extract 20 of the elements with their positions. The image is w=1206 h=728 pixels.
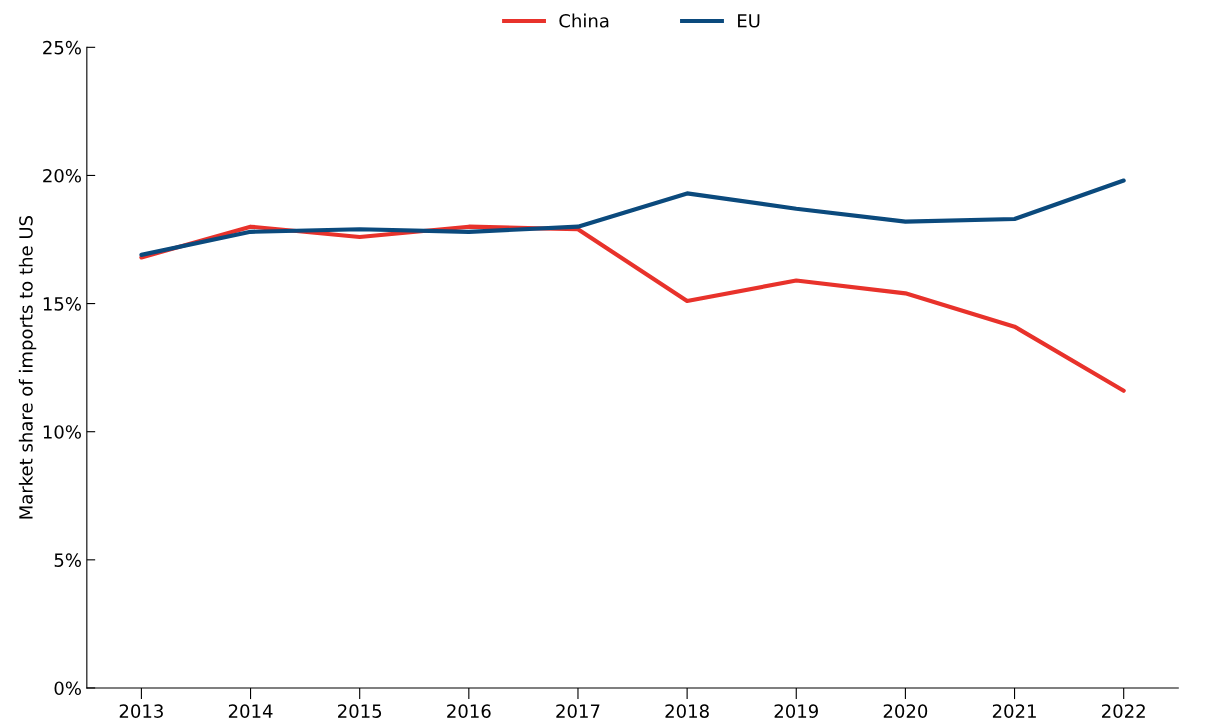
x-tick-label: 2020: [883, 704, 928, 718]
x-tick-label: 2019: [774, 704, 818, 718]
x-tick-label: 2022: [1102, 704, 1145, 718]
x-tick-label: 2017: [556, 704, 600, 718]
legend-label: China: [559, 13, 609, 28]
y-tick-label: 15%: [43, 297, 81, 311]
x-tick-label: 2016: [447, 704, 491, 718]
x-tick-label: 2014: [228, 704, 273, 718]
x-tick-label: 2013: [119, 704, 163, 718]
line-series: [139, 178, 1126, 257]
y-tick-label: 20%: [43, 168, 81, 183]
y-tick-label: 5%: [54, 553, 81, 567]
x-tick-label: 2021: [992, 704, 1036, 718]
y-tick-label: 25%: [43, 40, 81, 55]
x-tick-label: 2015: [338, 704, 382, 718]
y-tick-label: 0%: [54, 681, 81, 696]
y-axis-title: Market share of imports to the US: [18, 215, 37, 519]
legend-label: EU: [738, 14, 760, 28]
x-tick-label: 2018: [665, 704, 709, 718]
y-tick-label: 10%: [43, 425, 81, 439]
